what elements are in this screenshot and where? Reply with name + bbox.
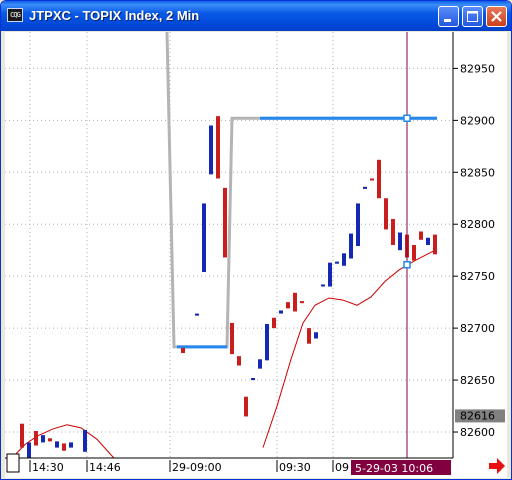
cursor-marker [403, 260, 411, 269]
price-bar [433, 234, 437, 255]
minimize-button[interactable] [438, 6, 459, 27]
time-label: 09 [335, 461, 349, 474]
price-bar [314, 332, 318, 339]
price-bar [258, 359, 262, 369]
scroll-right-arrow-icon[interactable] [489, 458, 505, 474]
moving-average-line [14, 248, 438, 472]
price-bar [370, 178, 374, 181]
price-bar [412, 245, 416, 261]
time-label: 09:30 [279, 461, 311, 474]
cursor-time-label: 5-29-03 10:06 [355, 462, 433, 475]
window-title: JTPXC - TOPIX Index, 2 Min [29, 8, 200, 23]
price-bar [377, 159, 381, 199]
time-label: 14:30 [32, 461, 64, 474]
price-bar [27, 442, 31, 458]
price-bar [265, 323, 269, 361]
moving-average-segment [262, 248, 438, 448]
scroll-box[interactable] [6, 453, 20, 473]
price-bar [391, 219, 395, 245]
price-chart[interactable]: 82950 82900 82850 82800 82750 82700 8265… [5, 31, 507, 478]
price-label: 82800 [460, 218, 495, 231]
price-scale[interactable]: 82950 82900 82850 82800 82750 82700 8265… [453, 62, 505, 439]
price-bar [279, 310, 283, 314]
price-bar [48, 438, 52, 442]
minimize-icon [444, 19, 451, 22]
price-bar [244, 396, 248, 417]
chart-area[interactable]: 82950 82900 82850 82800 82750 82700 8265… [5, 31, 507, 478]
price-bar [55, 441, 59, 448]
price-bar [181, 347, 185, 354]
price-label: 82600 [460, 426, 495, 439]
maximize-icon [467, 11, 478, 22]
close-button[interactable] [486, 6, 507, 27]
moving-average-segment [14, 424, 128, 472]
time-axis[interactable]: 14:30 14:46 29-09:00 09:30 09 5-29-03 10… [5, 453, 453, 478]
price-bar [62, 443, 66, 451]
crosshair-cursor[interactable] [403, 32, 411, 458]
price-bar [342, 253, 346, 266]
price-bar [293, 292, 297, 312]
price-label: 82900 [460, 114, 495, 127]
price-label: 82950 [460, 62, 495, 75]
price-bar [223, 187, 227, 258]
price-bar [426, 237, 430, 245]
price-bar [230, 322, 234, 355]
price-bar [398, 232, 402, 251]
price-bar [328, 262, 332, 287]
price-bar [34, 430, 38, 446]
maximize-button[interactable] [462, 6, 483, 27]
app-icon[interactable]: CQG [7, 8, 23, 22]
price-label: 82750 [460, 270, 495, 283]
cursor-time-box [351, 460, 451, 475]
price-bar [83, 429, 87, 452]
price-bars [20, 116, 437, 458]
price-bar [363, 186, 367, 189]
price-bar [356, 203, 360, 247]
price-bar [69, 442, 73, 448]
close-icon [491, 11, 502, 22]
time-label: 14:46 [89, 461, 121, 474]
price-bar [286, 302, 290, 309]
price-bar [41, 435, 45, 443]
price-bar [321, 284, 325, 287]
price-bar [307, 328, 311, 344]
price-bar [300, 301, 304, 304]
price-bar [20, 423, 24, 448]
price-bar [237, 356, 241, 366]
price-label: 82650 [460, 374, 495, 387]
price-bar [216, 116, 220, 179]
price-label: 82700 [460, 322, 495, 335]
price-bar [251, 377, 255, 381]
title-bar[interactable]: CQG JTPXC - TOPIX Index, 2 Min [1, 1, 511, 31]
price-bar [272, 317, 276, 329]
time-label: 29-09:00 [172, 461, 222, 474]
last-price-box [455, 409, 505, 423]
price-bar [195, 313, 199, 316]
price-bar [349, 233, 353, 259]
price-bar [419, 231, 423, 240]
price-label: 82850 [460, 166, 495, 179]
price-bar [384, 198, 388, 230]
price-bar [202, 203, 206, 273]
last-price-label: 82616 [460, 409, 495, 422]
price-bar [335, 261, 339, 264]
cursor-marker [403, 114, 411, 122]
price-bar [209, 125, 213, 175]
